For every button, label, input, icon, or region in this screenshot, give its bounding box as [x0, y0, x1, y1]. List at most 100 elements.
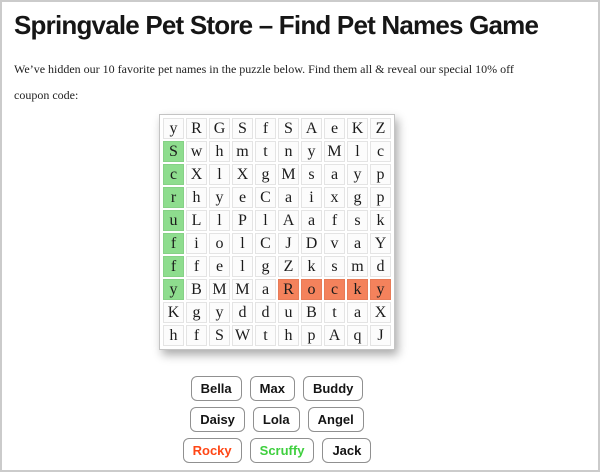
grid-cell[interactable]: S: [278, 118, 299, 139]
grid-cell[interactable]: p: [370, 187, 391, 208]
grid-cell[interactable]: h: [186, 187, 207, 208]
pet-name-button-bella[interactable]: Bella: [190, 376, 242, 401]
grid-cell[interactable]: h: [163, 325, 184, 346]
grid-cell[interactable]: c: [324, 279, 345, 300]
grid-cell[interactable]: k: [370, 210, 391, 231]
grid-cell[interactable]: C: [255, 233, 276, 254]
grid-cell[interactable]: l: [209, 164, 230, 185]
grid-cell[interactable]: X: [232, 164, 253, 185]
grid-cell[interactable]: l: [209, 210, 230, 231]
grid-cell[interactable]: M: [278, 164, 299, 185]
grid-cell[interactable]: S: [209, 325, 230, 346]
grid-cell[interactable]: f: [186, 325, 207, 346]
grid-cell[interactable]: p: [370, 164, 391, 185]
grid-cell[interactable]: t: [255, 325, 276, 346]
grid-cell[interactable]: D: [301, 233, 322, 254]
grid-cell[interactable]: m: [232, 141, 253, 162]
grid-cell[interactable]: f: [163, 233, 184, 254]
grid-cell[interactable]: y: [209, 302, 230, 323]
grid-cell[interactable]: M: [232, 279, 253, 300]
pet-name-button-rocky[interactable]: Rocky: [182, 438, 242, 463]
grid-cell[interactable]: l: [347, 141, 368, 162]
pet-name-button-buddy[interactable]: Buddy: [302, 376, 364, 401]
grid-cell[interactable]: y: [163, 118, 184, 139]
grid-cell[interactable]: a: [324, 164, 345, 185]
grid-cell[interactable]: r: [163, 187, 184, 208]
grid-cell[interactable]: u: [278, 302, 299, 323]
pet-name-button-daisy[interactable]: Daisy: [190, 407, 245, 432]
grid-cell[interactable]: c: [163, 164, 184, 185]
grid-cell[interactable]: d: [255, 302, 276, 323]
pet-name-button-max[interactable]: Max: [249, 376, 295, 401]
grid-cell[interactable]: e: [209, 256, 230, 277]
grid-cell[interactable]: S: [232, 118, 253, 139]
grid-cell[interactable]: X: [370, 302, 391, 323]
pet-name-button-lola[interactable]: Lola: [252, 407, 300, 432]
grid-cell[interactable]: h: [278, 325, 299, 346]
grid-cell[interactable]: R: [278, 279, 299, 300]
grid-cell[interactable]: A: [324, 325, 345, 346]
grid-cell[interactable]: s: [301, 164, 322, 185]
grid-cell[interactable]: L: [186, 210, 207, 231]
grid-cell[interactable]: k: [301, 256, 322, 277]
grid-cell[interactable]: t: [324, 302, 345, 323]
grid-cell[interactable]: Y: [370, 233, 391, 254]
grid-cell[interactable]: d: [370, 256, 391, 277]
grid-cell[interactable]: W: [232, 325, 253, 346]
grid-cell[interactable]: o: [301, 279, 322, 300]
grid-cell[interactable]: y: [209, 187, 230, 208]
grid-cell[interactable]: Z: [370, 118, 391, 139]
grid-cell[interactable]: a: [347, 302, 368, 323]
grid-cell[interactable]: M: [324, 141, 345, 162]
grid-cell[interactable]: k: [347, 279, 368, 300]
grid-cell[interactable]: l: [232, 256, 253, 277]
grid-cell[interactable]: y: [370, 279, 391, 300]
grid-cell[interactable]: R: [186, 118, 207, 139]
grid-cell[interactable]: l: [255, 210, 276, 231]
grid-cell[interactable]: f: [186, 256, 207, 277]
grid-cell[interactable]: K: [347, 118, 368, 139]
grid-cell[interactable]: J: [370, 325, 391, 346]
grid-cell[interactable]: g: [255, 256, 276, 277]
grid-cell[interactable]: M: [209, 279, 230, 300]
pet-name-button-scruffy[interactable]: Scruffy: [249, 438, 315, 463]
grid-cell[interactable]: G: [209, 118, 230, 139]
grid-cell[interactable]: y: [347, 164, 368, 185]
grid-cell[interactable]: d: [232, 302, 253, 323]
grid-cell[interactable]: a: [301, 210, 322, 231]
grid-cell[interactable]: p: [301, 325, 322, 346]
grid-cell[interactable]: s: [324, 256, 345, 277]
grid-cell[interactable]: A: [278, 210, 299, 231]
grid-cell[interactable]: y: [301, 141, 322, 162]
grid-cell[interactable]: o: [209, 233, 230, 254]
grid-cell[interactable]: l: [232, 233, 253, 254]
grid-cell[interactable]: B: [301, 302, 322, 323]
grid-cell[interactable]: x: [324, 187, 345, 208]
grid-cell[interactable]: K: [163, 302, 184, 323]
grid-cell[interactable]: v: [324, 233, 345, 254]
grid-cell[interactable]: a: [347, 233, 368, 254]
grid-cell[interactable]: a: [255, 279, 276, 300]
grid-cell[interactable]: f: [163, 256, 184, 277]
grid-cell[interactable]: q: [347, 325, 368, 346]
grid-cell[interactable]: f: [324, 210, 345, 231]
grid-cell[interactable]: B: [186, 279, 207, 300]
grid-cell[interactable]: y: [163, 279, 184, 300]
grid-cell[interactable]: h: [209, 141, 230, 162]
grid-cell[interactable]: s: [347, 210, 368, 231]
grid-cell[interactable]: J: [278, 233, 299, 254]
grid-cell[interactable]: f: [255, 118, 276, 139]
grid-cell[interactable]: m: [347, 256, 368, 277]
grid-cell[interactable]: C: [255, 187, 276, 208]
pet-name-button-jack[interactable]: Jack: [322, 438, 372, 463]
grid-cell[interactable]: i: [186, 233, 207, 254]
grid-cell[interactable]: g: [347, 187, 368, 208]
grid-cell[interactable]: n: [278, 141, 299, 162]
grid-cell[interactable]: g: [255, 164, 276, 185]
grid-cell[interactable]: S: [163, 141, 184, 162]
grid-cell[interactable]: u: [163, 210, 184, 231]
grid-cell[interactable]: a: [278, 187, 299, 208]
grid-cell[interactable]: e: [232, 187, 253, 208]
grid-cell[interactable]: t: [255, 141, 276, 162]
grid-cell[interactable]: i: [301, 187, 322, 208]
